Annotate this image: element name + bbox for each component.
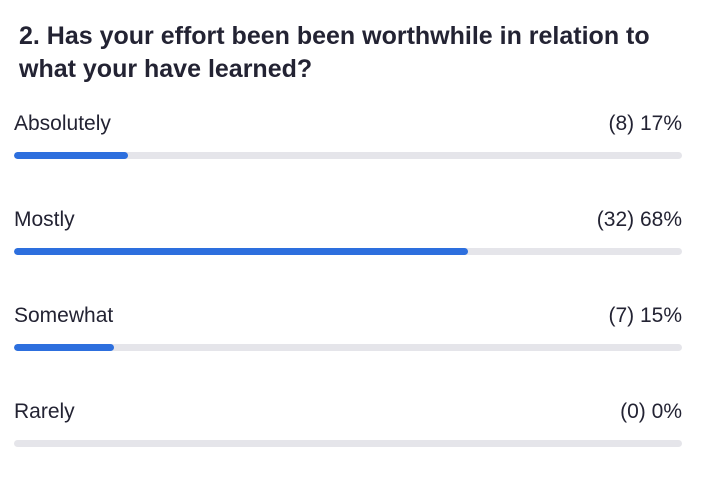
- option-percent: 15%: [639, 304, 682, 327]
- result-bar-fill: [14, 152, 128, 159]
- poll-options: Absolutely (8) 17% Mostly (32) 68% Somew…: [14, 111, 682, 495]
- result-bar-fill: [14, 344, 115, 351]
- option-percent: 68%: [639, 208, 682, 231]
- option-label: Absolutely: [14, 112, 111, 135]
- option-count: (8): [608, 112, 635, 135]
- option-count: (32): [596, 208, 635, 231]
- result-bar-fill: [14, 248, 469, 255]
- poll-option-mostly: Mostly (32) 68%: [14, 207, 682, 303]
- option-stats: (0) 0%: [620, 399, 682, 425]
- poll-option-absolutely: Absolutely (8) 17%: [14, 111, 682, 207]
- option-stats: (32) 68%: [597, 207, 682, 233]
- option-count: (0): [620, 400, 646, 423]
- option-percent: 17%: [639, 112, 682, 135]
- option-label: Rarely: [14, 400, 75, 423]
- poll-option-rarely: Rarely (0) 0%: [14, 399, 682, 495]
- result-bar-track: [14, 248, 682, 255]
- option-count: (7): [608, 304, 635, 327]
- result-bar-track: [14, 344, 682, 351]
- poll-option-somewhat: Somewhat (7) 15%: [14, 303, 682, 399]
- option-label: Mostly: [14, 208, 75, 231]
- option-stats: (7) 15%: [608, 303, 682, 329]
- option-label: Somewhat: [14, 304, 114, 327]
- result-bar-track: [14, 152, 682, 159]
- result-bar-track: [14, 440, 682, 447]
- option-stats: (8) 17%: [608, 111, 682, 137]
- poll-question: 2. Has your effort been been worthwhile …: [19, 22, 650, 83]
- option-percent: 0%: [651, 400, 682, 423]
